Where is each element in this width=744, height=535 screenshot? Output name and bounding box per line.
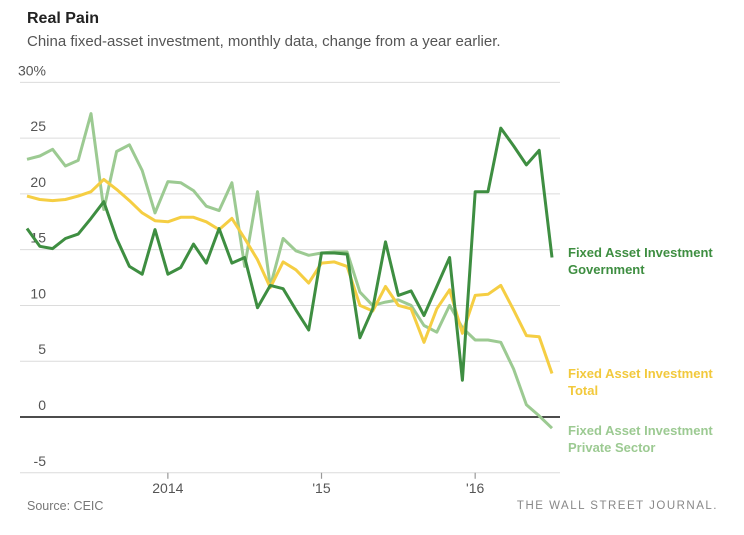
legend-private-sector: Fixed Asset Investment Private Sector	[568, 422, 740, 456]
y-axis-label: 10	[30, 285, 46, 301]
legend-private-line2: Private Sector	[568, 440, 656, 455]
series-fixed-asset-investment-private-sector	[26, 112, 554, 430]
source-note: Source: CEIC	[27, 499, 104, 513]
series-fixed-asset-investment-government	[25, 126, 554, 382]
chart-title: Real Pain	[27, 10, 100, 27]
legend-total-line2: Total	[568, 383, 599, 398]
x-axis-label: '16	[466, 480, 484, 496]
x-axis-label: '15	[312, 480, 330, 496]
legend-total-line1: Fixed Asset Investment	[568, 366, 713, 381]
y-axis-label: 25	[30, 118, 46, 134]
legend-government: Fixed Asset Investment Government	[568, 244, 740, 278]
y-axis-label: -5	[34, 453, 47, 469]
y-axis-label: 20	[30, 174, 46, 190]
y-axis-label: 5	[38, 341, 46, 357]
y-axis-label: 0	[38, 397, 46, 413]
legend-private-line1: Fixed Asset Investment	[568, 423, 713, 438]
legend-government-line2: Government	[568, 262, 645, 277]
wsj-credit: THE WALL STREET JOURNAL.	[516, 500, 718, 512]
chart-subtitle: China fixed-asset investment, monthly da…	[27, 33, 501, 50]
legend-total: Fixed Asset Investment Total	[568, 365, 740, 399]
y-axis-label: 15	[30, 230, 46, 246]
legend-government-line1: Fixed Asset Investment	[568, 245, 713, 260]
y-axis-label: 30%	[18, 62, 46, 78]
x-axis-label: 2014	[152, 480, 183, 496]
